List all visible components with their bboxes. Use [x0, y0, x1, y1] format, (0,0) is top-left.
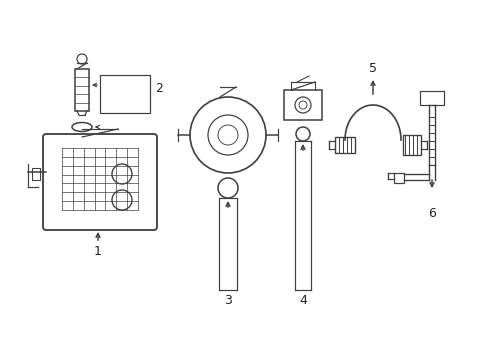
Text: 4: 4: [299, 294, 307, 307]
Bar: [403, 135, 421, 155]
Bar: [75, 69, 89, 111]
Bar: [394, 173, 404, 183]
Bar: [100, 75, 150, 113]
Text: 6: 6: [428, 207, 436, 220]
Text: 5: 5: [369, 62, 377, 75]
Text: 1: 1: [94, 245, 102, 258]
Bar: [335, 137, 355, 153]
Bar: [284, 90, 322, 120]
Text: 2: 2: [155, 81, 163, 95]
Bar: [420, 91, 444, 105]
Bar: [32, 168, 40, 180]
Text: 3: 3: [224, 294, 232, 307]
